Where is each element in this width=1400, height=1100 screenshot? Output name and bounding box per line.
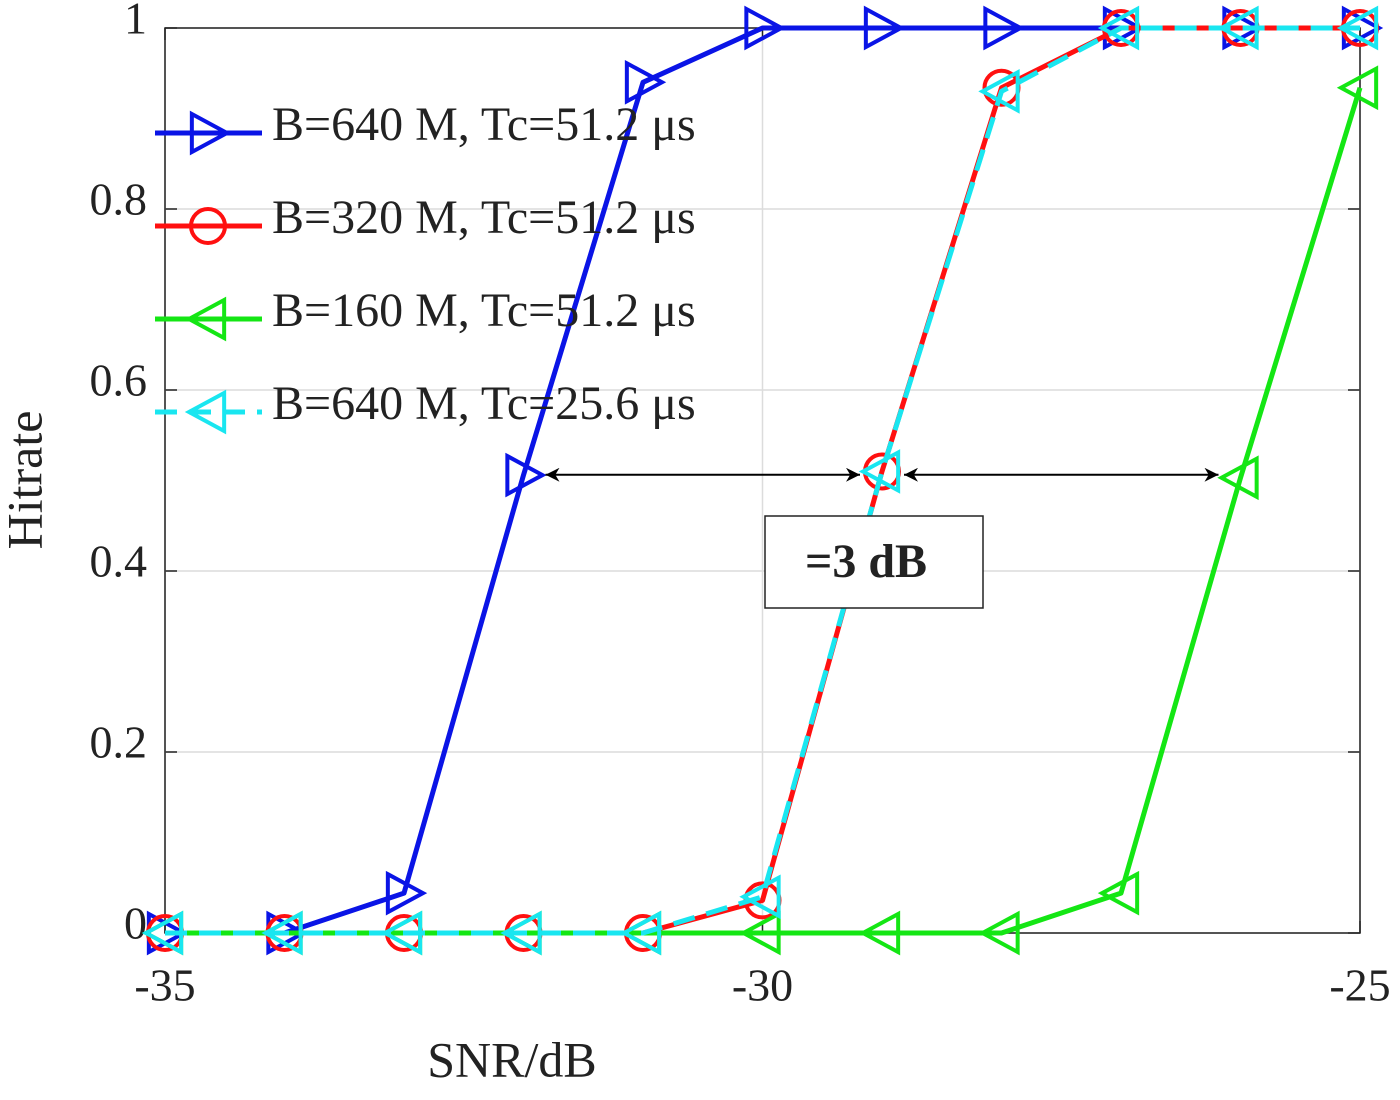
legend-label: B=160 M, Tc=51.2 μs (272, 284, 696, 337)
series-line (165, 25, 1360, 936)
y-tick-label: 1 (124, 0, 147, 44)
marker (1336, 5, 1379, 51)
marker (385, 870, 428, 916)
marker (858, 910, 901, 956)
marker (184, 389, 227, 435)
x-tick-label: -30 (732, 960, 793, 1011)
marker (624, 59, 667, 105)
legend-label: B=640 M, Tc=25.6 μs (272, 377, 696, 430)
marker (261, 910, 303, 956)
marker (184, 296, 227, 342)
marker (744, 5, 786, 51)
annotation-box (764, 515, 984, 609)
x-tick-label: -25 (1329, 960, 1390, 1011)
y-axis-label: Hitrate (0, 411, 52, 550)
marker (1217, 455, 1259, 501)
marker (739, 910, 781, 956)
marker (505, 452, 547, 498)
marker (141, 910, 184, 956)
marker (863, 5, 906, 51)
marker (983, 5, 1025, 51)
x-tick-label: -35 (134, 960, 195, 1011)
series-line (165, 86, 1363, 936)
marker (619, 910, 662, 956)
marker (380, 910, 423, 956)
marker (858, 449, 901, 494)
annotation-text: =3 dB (805, 535, 927, 588)
marker (500, 910, 542, 956)
marker (1336, 65, 1379, 111)
legend-label: B=640 M, Tc=51.2 μs (272, 98, 696, 151)
y-tick-label: 0 (124, 898, 147, 949)
marker (1217, 5, 1259, 51)
y-tick-label: 0.6 (90, 355, 148, 406)
marker (978, 68, 1020, 114)
marker (978, 910, 1020, 956)
y-tick-label: 0.2 (90, 717, 148, 768)
marker (1097, 870, 1140, 916)
marker (739, 874, 781, 920)
marker (1097, 5, 1140, 51)
marker (189, 207, 227, 245)
x-axis-label: SNR/dB (427, 1031, 597, 1087)
legend-label: B=320 M, Tc=51.2 μs (272, 191, 696, 244)
y-tick-label: 0.4 (90, 536, 148, 587)
marker (189, 110, 232, 156)
y-tick-label: 0.8 (90, 174, 148, 225)
